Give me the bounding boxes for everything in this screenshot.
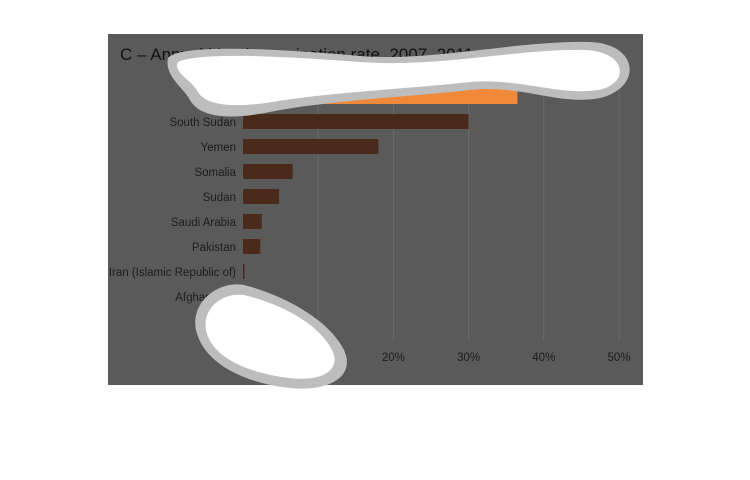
category-label: Pakistan [192, 242, 236, 254]
bar [243, 214, 262, 229]
x-tick-label: 20% [382, 352, 405, 364]
bar [243, 164, 293, 179]
x-tick-label: 50% [607, 352, 630, 364]
category-label: Somalia [194, 167, 236, 179]
bar [243, 264, 245, 279]
overlay-blobs [167, 41, 630, 389]
x-tick-label: 30% [457, 352, 480, 364]
bar [243, 239, 261, 254]
bar [243, 189, 280, 204]
category-label: South Sudan [169, 117, 236, 129]
category-label: Sudan [203, 192, 236, 204]
x-tick-label: 40% [532, 352, 555, 364]
category-label: Yemen [201, 142, 236, 154]
overlay-blob-bottom-inner [205, 294, 335, 379]
bar [243, 139, 379, 154]
category-label: Iran (Islamic Republic of) [109, 267, 236, 279]
overlay-blob-top-inner [176, 49, 620, 106]
category-label: Saudi Arabia [171, 217, 237, 229]
bar [243, 114, 469, 129]
